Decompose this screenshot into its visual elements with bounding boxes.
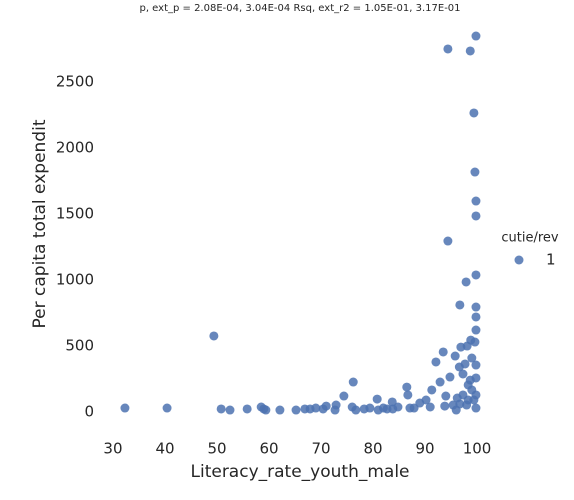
point <box>443 236 453 246</box>
point <box>469 108 479 118</box>
point <box>469 395 479 405</box>
point <box>463 380 473 390</box>
x-tick-label: 50 <box>207 440 226 458</box>
x-tick-label: 80 <box>363 440 382 458</box>
legend-title: cutie/rev <box>501 231 559 246</box>
point <box>435 377 445 387</box>
point <box>275 405 285 415</box>
y-tick-label: 0 <box>84 403 94 421</box>
point <box>331 400 341 410</box>
point <box>471 312 481 322</box>
point <box>403 390 413 400</box>
point <box>471 31 481 41</box>
point <box>372 394 382 404</box>
x-axis-label: Literacy_rate_youth_male <box>191 462 410 482</box>
point <box>471 360 481 370</box>
point <box>455 300 465 310</box>
point <box>209 331 219 341</box>
point <box>455 399 465 409</box>
point <box>450 351 460 361</box>
x-tick-label: 70 <box>311 440 330 458</box>
legend-marker <box>514 255 524 265</box>
point <box>351 405 361 415</box>
point <box>465 46 475 56</box>
point <box>471 211 481 221</box>
point <box>460 359 470 369</box>
point <box>440 401 450 411</box>
x-tick-label: 100 <box>463 440 492 458</box>
point <box>461 277 471 287</box>
point <box>162 403 172 413</box>
point <box>462 400 472 410</box>
point <box>458 390 468 400</box>
point <box>471 270 481 280</box>
point <box>393 402 403 412</box>
x-tick-label: 60 <box>259 440 278 458</box>
point <box>471 196 481 206</box>
point <box>425 402 435 412</box>
point <box>458 369 468 379</box>
x-tick-label: 90 <box>415 440 434 458</box>
y-tick-label: 1000 <box>56 270 94 288</box>
point <box>216 404 226 414</box>
point <box>261 405 271 415</box>
point <box>445 372 455 382</box>
point <box>402 382 412 392</box>
legend-label: 1 <box>546 251 556 269</box>
point <box>441 391 451 401</box>
point <box>291 405 301 415</box>
point <box>311 403 321 413</box>
point <box>431 357 441 367</box>
x-tick-label: 40 <box>155 440 174 458</box>
point <box>470 337 480 347</box>
point <box>348 377 358 387</box>
point <box>427 385 437 395</box>
y-tick-label: 2500 <box>56 72 94 90</box>
point <box>438 347 448 357</box>
y-tick-label: 2000 <box>56 138 94 156</box>
y-tick-label: 1500 <box>56 204 94 222</box>
point <box>421 395 431 405</box>
point <box>471 373 481 383</box>
y-tick-label: 500 <box>65 337 94 355</box>
point <box>470 167 480 177</box>
point <box>471 403 481 413</box>
chart-title: p, ext_p = 2.08E-04, 3.04E-04 Rsq, ext_r… <box>139 3 460 14</box>
point <box>365 403 375 413</box>
point <box>321 401 331 411</box>
point <box>471 325 481 335</box>
point <box>242 404 252 414</box>
point <box>225 405 235 415</box>
point <box>467 353 477 363</box>
point <box>443 44 453 54</box>
point <box>471 302 481 312</box>
x-tick-label: 30 <box>103 440 122 458</box>
point <box>120 403 130 413</box>
point <box>339 391 349 401</box>
y-axis-label: Per capita total expendit <box>30 119 50 328</box>
